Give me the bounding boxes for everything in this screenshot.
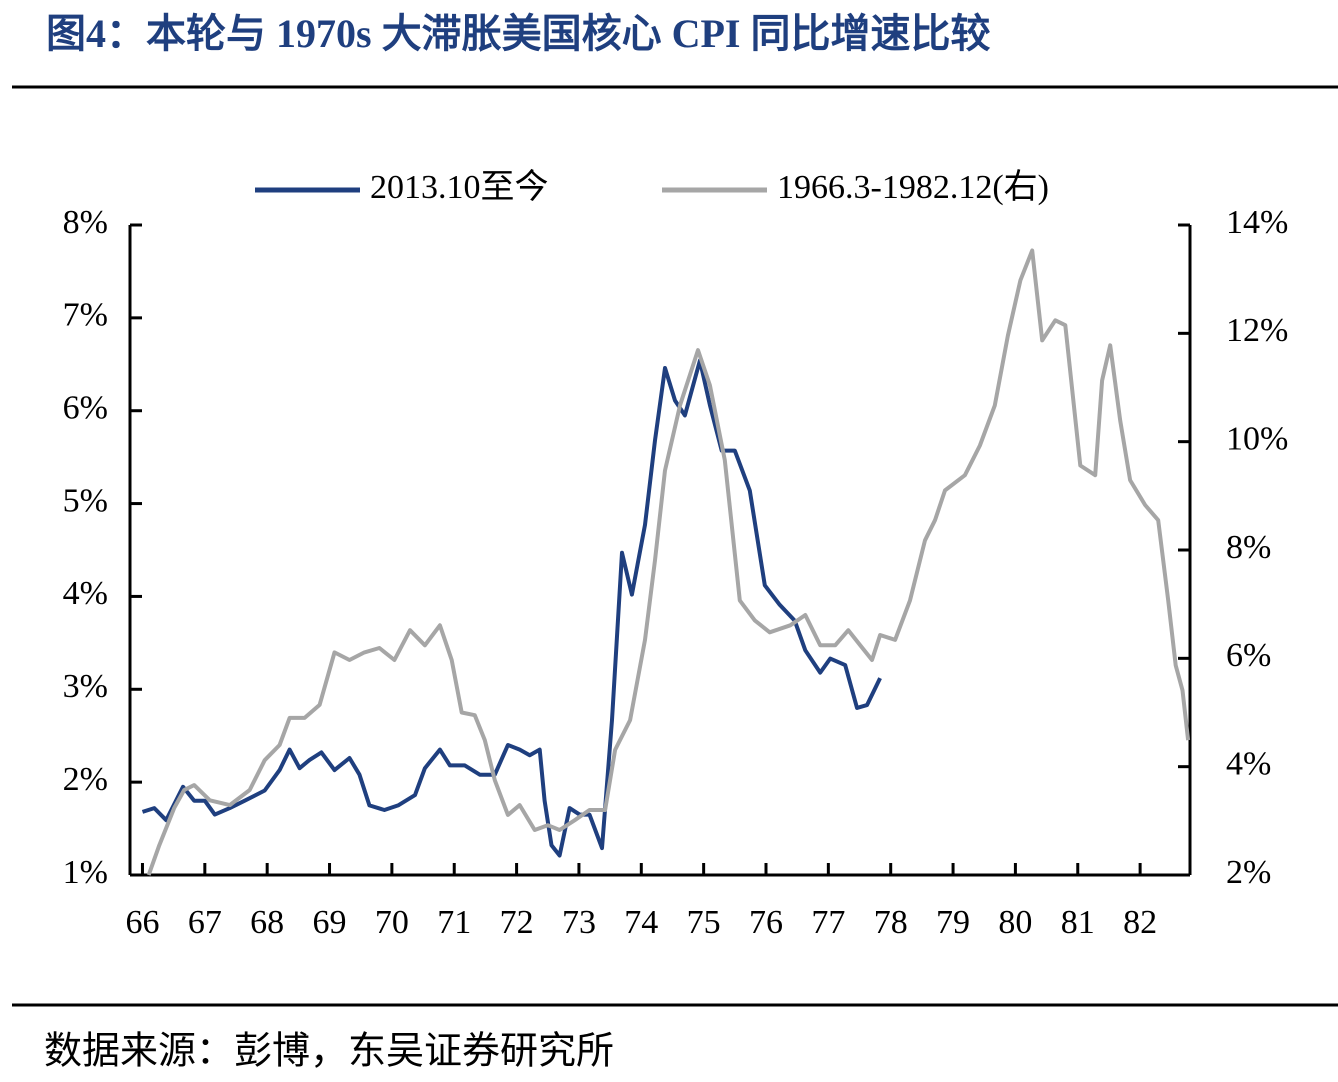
x-tick-label: 81 [1061, 904, 1095, 941]
series-line [146, 248, 1191, 876]
y2-tick-label: 4% [1226, 745, 1271, 782]
x-tick-label: 78 [874, 904, 908, 941]
x-tick-label: 69 [313, 904, 347, 941]
legend-label: 2013.10至今 [370, 168, 549, 206]
y2-tick-label: 8% [1226, 529, 1271, 566]
y2-tick-label: 12% [1226, 312, 1288, 349]
x-tick-label: 77 [811, 904, 845, 941]
x-tick-label: 75 [687, 904, 721, 941]
x-tick-label: 76 [749, 904, 783, 941]
y-tick-label: 5% [63, 482, 108, 519]
x-tick-label: 66 [125, 904, 159, 941]
series-line [141, 358, 882, 858]
y-tick-label: 8% [63, 204, 108, 241]
x-tick-label: 72 [500, 904, 534, 941]
y2-tick-label: 2% [1226, 854, 1271, 891]
y2-tick-label: 6% [1226, 637, 1271, 674]
y-tick-label: 7% [63, 297, 108, 334]
x-tick-label: 82 [1123, 904, 1157, 941]
y2-tick-label: 10% [1226, 420, 1288, 457]
y-tick-label: 4% [63, 575, 108, 612]
y-tick-label: 3% [63, 668, 108, 705]
y-tick-label: 2% [63, 761, 108, 798]
x-tick-label: 67 [188, 904, 222, 941]
x-tick-label: 79 [936, 904, 970, 941]
legend-label: 1966.3-1982.12(右) [777, 168, 1049, 206]
x-tick-label: 68 [250, 904, 284, 941]
y2-tick-label: 14% [1226, 204, 1288, 241]
x-tick-label: 74 [624, 904, 658, 941]
x-tick-label: 70 [375, 904, 409, 941]
x-tick-label: 71 [437, 904, 471, 941]
chart-title: 图4：本轮与 1970s 大滞胀美国核心 CPI 同比增速比较 [46, 11, 990, 56]
x-tick-label: 73 [562, 904, 596, 941]
x-tick-label: 80 [998, 904, 1032, 941]
source-note: 数据来源：彭博，东吴证券研究所 [44, 1031, 614, 1073]
y-tick-label: 1% [63, 854, 108, 891]
y-tick-label: 6% [63, 390, 108, 427]
